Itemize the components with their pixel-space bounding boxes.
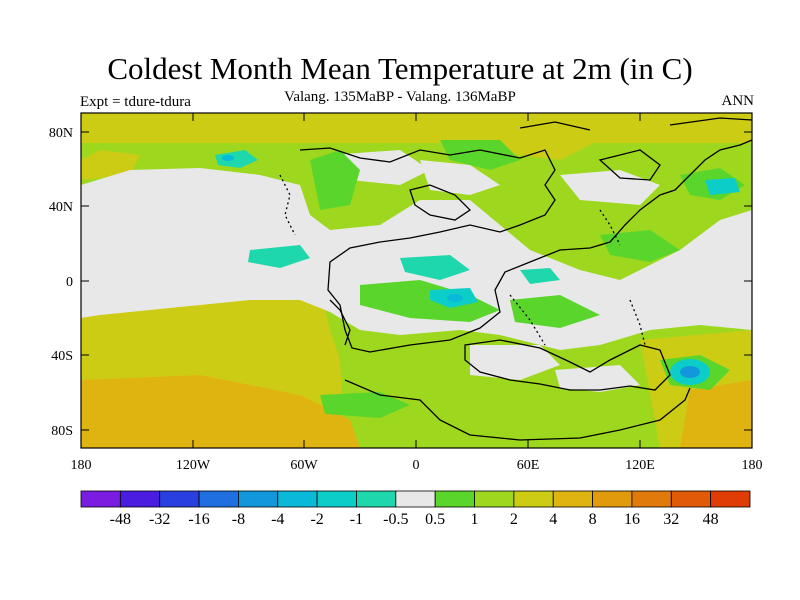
plot-subtitle: Valang. 135MaBP - Valang. 136MaBP [284, 89, 516, 105]
lon-label-120w: 120W [176, 458, 211, 473]
colorbar-swatch [198, 490, 239, 508]
colorbar-label: 2 [510, 511, 518, 528]
colorbar-swatch [513, 490, 554, 508]
field-green-4 [510, 295, 600, 328]
colorbar-label: -1 [350, 511, 363, 528]
coastline-south-america [329, 299, 351, 346]
field-southern-grey-2 [555, 365, 640, 392]
season-label: ANN [721, 93, 755, 109]
coastline-dotted-3 [629, 299, 646, 346]
coastline-dotted-1 [279, 174, 296, 236]
field-cyan-1 [215, 150, 258, 168]
lon-label-180w: 180 [71, 458, 92, 473]
field-green-2 [440, 140, 520, 170]
colorbar-swatch [631, 490, 672, 508]
colorbar-label: -16 [188, 511, 209, 528]
colorbar-swatch [670, 490, 712, 508]
lat-label-40n: 40N [49, 200, 73, 215]
coastline-arctic [669, 117, 752, 126]
coastlines [279, 117, 752, 441]
field-cyan-2 [248, 245, 310, 268]
field-cyan-3 [400, 255, 470, 280]
experiment-label: Expt = tdure-tdura [80, 94, 191, 110]
coastline-main [299, 139, 752, 353]
colorbar-swatch [80, 490, 121, 508]
colorbar-label: -32 [149, 511, 170, 528]
lon-label-60w: 60W [290, 458, 318, 473]
lon-ticks [192, 113, 641, 448]
coastline-antarctica [344, 379, 691, 441]
colorbar-swatch [159, 490, 200, 508]
colorbar-swatch [356, 490, 397, 508]
colorbar: -48 -32 -16 -8 -4 -2 -1 -0.5 0.5 1 2 4 8 16 32 48 [80, 490, 751, 528]
lat-label-40s: 40S [51, 349, 73, 364]
colorbar-label: 1 [471, 511, 479, 528]
lon-label-0: 0 [413, 458, 420, 473]
colorbar-label: -0.5 [383, 511, 408, 528]
lat-label-80s: 80S [51, 424, 73, 439]
lon-label-180e: 180 [742, 458, 763, 473]
colorbar-label: 8 [589, 511, 597, 528]
colorbar-swatch [119, 490, 161, 508]
field-europe-grey [420, 160, 500, 195]
lon-label-120e: 120E [625, 458, 655, 473]
coastline-dotted-4 [599, 209, 621, 246]
colorbar-swatch [434, 490, 475, 508]
colorbar-label: -48 [110, 511, 131, 528]
field-blue-core [680, 366, 700, 378]
colorbar-swatch [474, 490, 515, 508]
field-green-3 [360, 280, 500, 322]
field-green-6 [600, 230, 680, 262]
field-southern-grey [470, 345, 560, 380]
field-cyan-core [222, 155, 234, 161]
colorbar-label: 4 [549, 511, 557, 528]
lat-label-80n: 80N [49, 126, 73, 141]
field-far-south-pacific [81, 375, 360, 448]
field-cyan-core-2 [447, 294, 463, 302]
lat-ticks [81, 131, 752, 431]
lon-labels: 180 120W 60W 0 60E 120E 180 [71, 458, 763, 473]
plot-title: Coldest Month Mean Temperature at 2m (in… [107, 51, 693, 86]
colorbar-swatch [238, 490, 279, 508]
coastline-arctic-2 [519, 121, 591, 131]
coastline-dotted-2 [509, 294, 546, 346]
colorbar-label: 32 [663, 511, 679, 528]
colorbar-swatch [316, 490, 357, 508]
field-green-5 [320, 392, 410, 418]
colorbar-label: -2 [310, 511, 323, 528]
colorbar-label: -8 [232, 511, 245, 528]
colorbar-swatch [710, 490, 751, 508]
field-cyan-5 [520, 268, 560, 284]
field-cyan-6 [705, 178, 740, 195]
coastline-southern-continent [464, 339, 671, 391]
colorbar-swatch [552, 490, 593, 508]
field-green-1 [310, 150, 360, 210]
temperature-field [81, 113, 752, 448]
colorbar-label: -4 [271, 511, 284, 528]
lat-labels: 80N 40N 0 40S 80S [49, 126, 73, 439]
colorbar-label: 16 [624, 511, 640, 528]
colorbar-swatch [395, 490, 436, 508]
colorbar-swatch [277, 490, 318, 508]
field-south-east-orange [680, 380, 752, 448]
lon-label-60e: 60E [517, 458, 540, 473]
coastline-europe-islands [409, 184, 472, 221]
lat-label-0: 0 [66, 275, 73, 290]
coastline-asia-north [598, 149, 661, 181]
colorbar-label: 48 [703, 511, 719, 528]
colorbar-swatch [592, 490, 633, 508]
colorbar-label: 0.5 [425, 511, 445, 528]
